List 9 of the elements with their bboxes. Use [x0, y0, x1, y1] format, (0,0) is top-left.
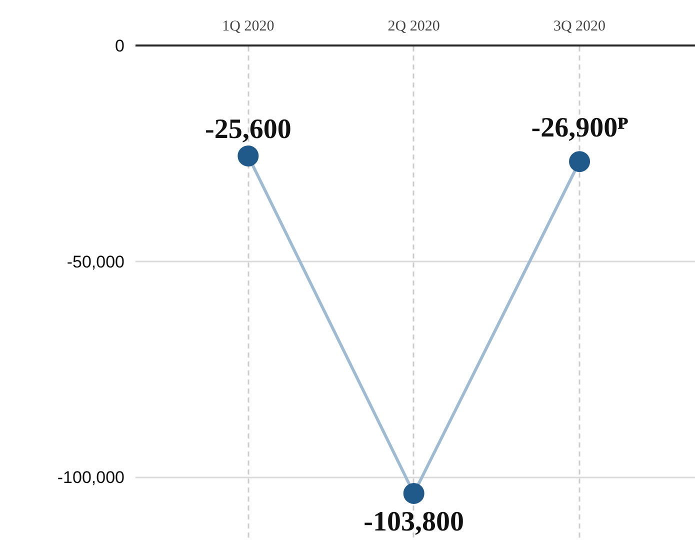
data-label: -26,900ᴾ — [531, 112, 629, 144]
y-tick-label: -100,000 — [57, 468, 125, 488]
y-tick-label: -50,000 — [66, 252, 125, 272]
x-tick-label: 3Q 2020 — [553, 18, 606, 34]
data-label: -25,600 — [205, 114, 292, 145]
y-tick-label: 0 — [115, 36, 125, 56]
data-label: -103,800 — [364, 506, 464, 538]
x-tick-label: 1Q 2020 — [222, 18, 274, 34]
x-tick-label: 2Q 2020 — [388, 18, 440, 34]
